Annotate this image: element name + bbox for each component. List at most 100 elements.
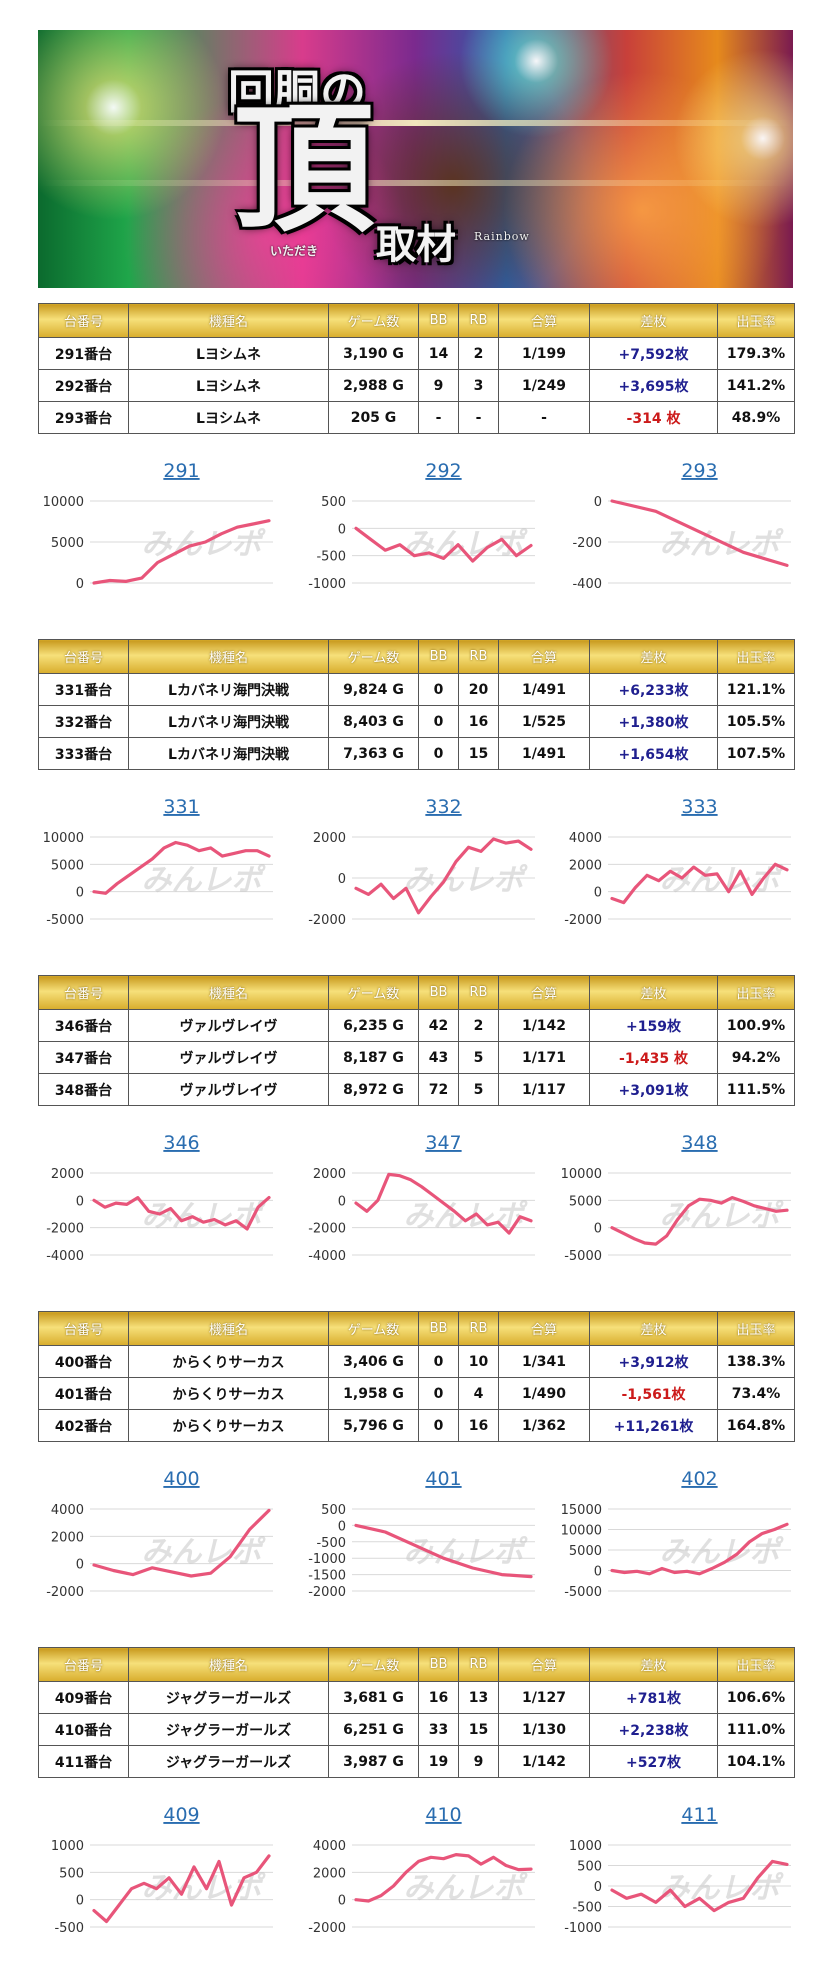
y-tick-label: -2000: [308, 913, 346, 928]
mini-chart: 292 -1000 -500 0 500 みんレポ: [308, 460, 535, 592]
data-cell: 331番台: [38, 673, 129, 706]
chart-title[interactable]: 333: [681, 796, 717, 818]
header-cell: 機種名: [128, 975, 329, 1010]
data-line: [92, 840, 271, 895]
data-line: [610, 1196, 789, 1246]
header-cell: 出玉率: [717, 639, 795, 674]
data-cell: 0: [418, 1345, 459, 1378]
header-cell: RB: [458, 303, 499, 338]
data-cell: +6,233枚: [589, 673, 718, 706]
data-cell: 1/142: [498, 1745, 590, 1778]
data-row: 400番台 からくりサーカス 3,406 G 0 10 1/341 +3,912枚 138.3…: [38, 1345, 795, 1378]
data-line: [354, 1853, 533, 1903]
y-tick-label: 0: [594, 1222, 602, 1237]
header-cell: 機種名: [128, 1311, 329, 1346]
y-tick-label: 500: [577, 1860, 602, 1875]
y-tick-label: 0: [338, 1194, 346, 1209]
banner-title-bottom: 取材: [376, 221, 456, 268]
data-cell: 9: [418, 369, 459, 402]
chart-title[interactable]: 348: [681, 1132, 717, 1154]
header-cell: 差枚: [589, 639, 718, 674]
header-cell: 出玉率: [717, 1647, 795, 1682]
y-tick-label: -500: [316, 1536, 346, 1551]
data-cell: 121.1%: [717, 673, 795, 706]
mini-chart: 332 -2000 0 2000 みんレポ: [308, 796, 535, 928]
data-cell: 0: [418, 1409, 459, 1442]
light-streak: [38, 180, 793, 186]
chart-title[interactable]: 410: [425, 1804, 461, 1826]
data-cell: 138.3%: [717, 1345, 795, 1378]
data-cell: ヴァルヴレイヴ: [128, 1073, 329, 1106]
data-cell: Lヨシムネ: [128, 337, 329, 370]
header-row: 台番号 機種名 ゲーム数 BB RB 合算 差枚 出玉率: [38, 975, 795, 1010]
y-tick-label: 1000: [51, 1839, 84, 1854]
data-cell: +7,592枚: [589, 337, 718, 370]
banner-subtitle: Rainbow: [474, 230, 530, 243]
data-cell: 348番台: [38, 1073, 129, 1106]
chart-title[interactable]: 347: [425, 1132, 461, 1154]
y-tick-label: -5000: [564, 1249, 602, 1264]
data-cell: 15: [458, 1713, 499, 1746]
y-tick-label: -1000: [308, 1552, 346, 1567]
header-row: 台番号 機種名 ゲーム数 BB RB 合算 差枚 出玉率: [38, 303, 795, 338]
data-row: 409番台 ジャグラーガールズ 3,681 G 16 13 1/127 +781枚 106.6…: [38, 1681, 795, 1714]
chart-title[interactable]: 332: [425, 796, 461, 818]
data-line: [610, 862, 789, 905]
header-cell: 機種名: [128, 303, 329, 338]
data-row: 347番台 ヴァルヴレイヴ 8,187 G 43 5 1/171 -1,435 枚 94.2%: [38, 1041, 795, 1074]
data-cell: 333番台: [38, 737, 129, 770]
data-line: [354, 1172, 533, 1235]
y-tick-label: -4000: [46, 1249, 84, 1264]
result-table: 台番号 機種名 ゲーム数 BB RB 合算 差枚 出玉率 291番台 Lヨシムネ 3,190 G 14…: [38, 303, 795, 434]
header-cell: 台番号: [38, 1311, 129, 1346]
chart-title[interactable]: 331: [163, 796, 199, 818]
data-cell: 1,958 G: [328, 1377, 419, 1410]
header-cell: RB: [458, 1311, 499, 1346]
data-cell: 5,796 G: [328, 1409, 419, 1442]
mini-chart: 347 -4000 -2000 0 2000 みんレポ: [308, 1132, 535, 1264]
header-cell: ゲーム数: [328, 639, 419, 674]
result-table: 台番号 機種名 ゲーム数 BB RB 合算 差枚 出玉率 346番台 ヴァルヴレイヴ 6,235 G…: [38, 975, 795, 1106]
chart-title[interactable]: 293: [681, 460, 717, 482]
header-row: 台番号 機種名 ゲーム数 BB RB 合算 差枚 出玉率: [38, 1311, 795, 1346]
data-row: 331番台 Lカバネリ海門決戦 9,824 G 0 20 1/491 +6,233枚 121.…: [38, 673, 795, 706]
y-tick-label: 0: [594, 1565, 602, 1580]
data-cell: +527枚: [589, 1745, 718, 1778]
data-cell: 33: [418, 1713, 459, 1746]
data-cell: 332番台: [38, 705, 129, 738]
data-cell: 9: [458, 1745, 499, 1778]
chart-title[interactable]: 401: [425, 1468, 461, 1490]
data-cell: 411番台: [38, 1745, 129, 1778]
data-cell: ジャグラーガールズ: [128, 1713, 329, 1746]
y-tick-label: -400: [572, 577, 602, 592]
data-cell: 7,363 G: [328, 737, 419, 770]
data-cell: +3,091枚: [589, 1073, 718, 1106]
data-cell: 2: [458, 337, 499, 370]
data-cell: からくりサーカス: [128, 1409, 329, 1442]
chart-title[interactable]: 291: [163, 460, 199, 482]
y-tick-label: -200: [572, 536, 602, 551]
chart-title[interactable]: 402: [681, 1468, 717, 1490]
data-cell: 400番台: [38, 1345, 129, 1378]
data-line: [610, 1522, 789, 1576]
data-cell: 1/341: [498, 1345, 590, 1378]
chart-title[interactable]: 400: [163, 1468, 199, 1490]
mini-chart: 331 -5000 0 5000 10000 みんレポ: [43, 796, 273, 928]
data-cell: 409番台: [38, 1681, 129, 1714]
data-row: 410番台 ジャグラーガールズ 6,251 G 33 15 1/130 +2,238枚 111…: [38, 1713, 795, 1746]
header-cell: 台番号: [38, 639, 129, 674]
y-tick-label: 0: [594, 495, 602, 510]
chart-title[interactable]: 411: [681, 1804, 717, 1826]
data-cell: 1/199: [498, 337, 590, 370]
header-cell: BB: [418, 303, 459, 338]
y-tick-label: 0: [338, 1894, 346, 1909]
chart-title[interactable]: 346: [163, 1132, 199, 1154]
data-row: 346番台 ヴァルヴレイヴ 6,235 G 42 2 1/142 +159枚 100.9%: [38, 1009, 795, 1042]
chart-title[interactable]: 409: [163, 1804, 199, 1826]
chart-title[interactable]: 292: [425, 460, 461, 482]
data-cell: ジャグラーガールズ: [128, 1681, 329, 1714]
data-cell: 8,972 G: [328, 1073, 419, 1106]
